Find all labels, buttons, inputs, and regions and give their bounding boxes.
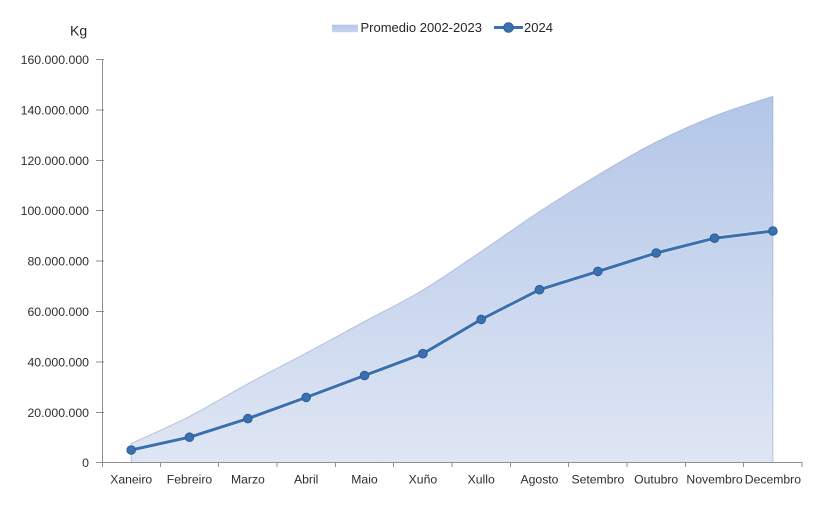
svg-text:40.000.000: 40.000.000 <box>27 355 89 369</box>
svg-text:60.000.000: 60.000.000 <box>27 305 89 319</box>
svg-text:Xullo: Xullo <box>468 473 495 487</box>
svg-text:Xaneiro: Xaneiro <box>110 473 152 487</box>
svg-text:140.000.000: 140.000.000 <box>21 103 90 117</box>
svg-text:Marzo: Marzo <box>231 473 265 487</box>
svg-text:Kg: Kg <box>70 22 87 38</box>
svg-text:80.000.000: 80.000.000 <box>27 255 89 269</box>
svg-text:160.000.000: 160.000.000 <box>21 53 90 67</box>
svg-text:2024: 2024 <box>524 20 553 35</box>
svg-text:120.000.000: 120.000.000 <box>21 154 90 168</box>
svg-text:Agosto: Agosto <box>521 473 559 487</box>
svg-text:Abril: Abril <box>294 473 318 487</box>
svg-text:Febreiro: Febreiro <box>167 473 213 487</box>
svg-text:Outubro: Outubro <box>634 473 678 487</box>
svg-text:0: 0 <box>82 456 89 470</box>
svg-text:Xuño: Xuño <box>409 473 438 487</box>
svg-text:Setembro: Setembro <box>571 473 624 487</box>
svg-text:Novembro: Novembro <box>686 473 742 487</box>
svg-text:Promedio 2002-2023: Promedio 2002-2023 <box>361 20 482 35</box>
svg-text:Maio: Maio <box>351 473 378 487</box>
svg-text:20.000.000: 20.000.000 <box>27 406 89 420</box>
svg-text:Decembro: Decembro <box>745 473 801 487</box>
svg-text:100.000.000: 100.000.000 <box>21 204 90 218</box>
